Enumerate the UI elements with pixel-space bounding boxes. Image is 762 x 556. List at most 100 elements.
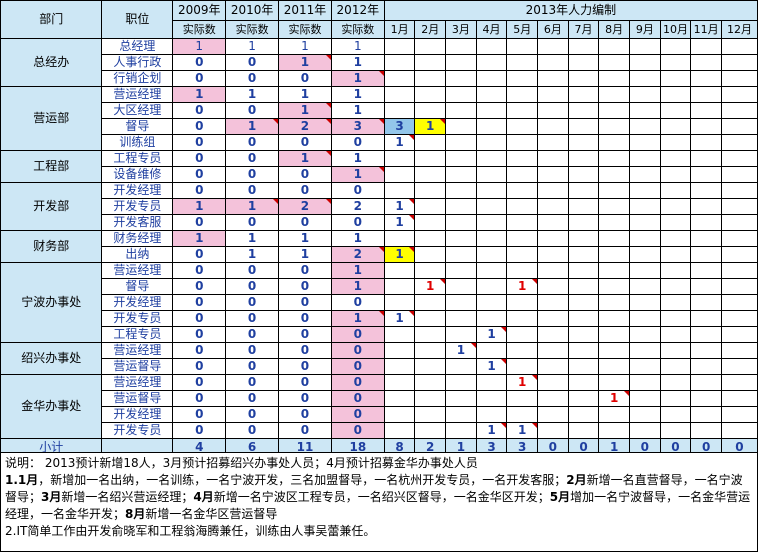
plan-month-9-cell bbox=[629, 294, 661, 311]
plan-month-8-cell bbox=[598, 134, 630, 151]
actual-2011-cell: 1 bbox=[278, 230, 332, 247]
actual-2010-cell: 0 bbox=[225, 182, 280, 199]
actual-2010-cell: 1 bbox=[225, 230, 280, 247]
plan-month-12-cell bbox=[720, 390, 759, 407]
plan-month-2-cell bbox=[414, 38, 447, 55]
plan-month-8-cell bbox=[598, 150, 630, 167]
plan-month-6-cell bbox=[537, 278, 569, 295]
plan-month-9-cell bbox=[629, 118, 661, 135]
year-2012-header: 2012年 bbox=[330, 0, 385, 21]
actual-2009-cell: 0 bbox=[172, 374, 227, 391]
plan-month-1-cell bbox=[383, 166, 416, 183]
plan-month-6-cell bbox=[537, 134, 569, 151]
plan-month-11-cell bbox=[690, 294, 722, 311]
actual-2012-cell: 0 bbox=[330, 294, 385, 311]
plan-month-7-cell bbox=[567, 38, 600, 55]
actual-2009-cell: 0 bbox=[172, 102, 227, 119]
actual-2012-cell: 0 bbox=[330, 134, 385, 151]
plan-month-4-cell bbox=[475, 294, 508, 311]
plan-month-7-cell bbox=[567, 294, 600, 311]
actual-2011-cell: 0 bbox=[278, 406, 332, 423]
plan-month-10-cell bbox=[659, 390, 692, 407]
plan-month-1-cell: 1 bbox=[383, 246, 416, 263]
plan-month-7-cell bbox=[567, 374, 600, 391]
plan-month-1-cell bbox=[383, 374, 416, 391]
plan-month-2-cell bbox=[414, 86, 447, 103]
plan-month-8-cell bbox=[598, 278, 630, 295]
department-cell: 营运部 bbox=[0, 86, 103, 151]
actual-2010-cell: 1 bbox=[225, 198, 280, 215]
plan-month-4-cell bbox=[475, 118, 508, 135]
plan-month-2-cell bbox=[414, 374, 447, 391]
actual-2009-header: 实际数 bbox=[172, 20, 227, 39]
position-cell: 工程专员 bbox=[101, 150, 174, 167]
plan-month-6-cell bbox=[537, 246, 569, 263]
plan-month-5-cell: 1 bbox=[506, 374, 539, 391]
plan-month-4-cell: 1 bbox=[475, 422, 508, 439]
actual-2009-cell: 1 bbox=[172, 38, 227, 55]
plan-month-5-cell bbox=[506, 182, 539, 199]
plan-month-6-cell bbox=[537, 214, 569, 231]
plan-month-3-cell bbox=[445, 358, 477, 375]
plan-month-5-cell bbox=[506, 342, 539, 359]
plan-month-3-cell bbox=[445, 278, 477, 295]
plan-month-6-cell bbox=[537, 150, 569, 167]
month-header-4: 4月 bbox=[475, 20, 508, 39]
year-2010-header: 2010年 bbox=[225, 0, 280, 21]
plan-month-7-cell bbox=[567, 54, 600, 71]
position-cell: 营运经理 bbox=[101, 262, 174, 279]
plan-month-2-cell bbox=[414, 214, 447, 231]
plan-month-3-cell bbox=[445, 166, 477, 183]
plan-month-1-cell: 1 bbox=[383, 214, 416, 231]
plan-month-3-cell bbox=[445, 214, 477, 231]
plan-month-6-cell bbox=[537, 118, 569, 135]
plan-month-12-cell bbox=[720, 358, 759, 375]
plan-month-1-cell bbox=[383, 326, 416, 343]
plan-month-11-cell bbox=[690, 278, 722, 295]
plan-month-7-cell bbox=[567, 246, 600, 263]
plan-month-7-cell bbox=[567, 102, 600, 119]
actual-2009-cell: 0 bbox=[172, 262, 227, 279]
plan-month-7-cell bbox=[567, 310, 600, 327]
plan-month-6-cell bbox=[537, 182, 569, 199]
plan-month-2-cell: 1 bbox=[414, 118, 447, 135]
actual-2011-cell: 1 bbox=[278, 150, 332, 167]
plan-month-10-cell bbox=[659, 214, 692, 231]
plan-month-4-cell bbox=[475, 246, 508, 263]
position-cell: 出纳 bbox=[101, 246, 174, 263]
plan-month-8-cell bbox=[598, 214, 630, 231]
plan-month-5-cell bbox=[506, 406, 539, 423]
headcount-table: 部门 职位 2009年 2010年 2011年 2012年 2013年人力编制 … bbox=[0, 0, 759, 457]
plan-month-3-cell bbox=[445, 374, 477, 391]
plan-month-4-cell bbox=[475, 278, 508, 295]
actual-2011-cell: 0 bbox=[278, 70, 332, 87]
plan-month-8-cell bbox=[598, 326, 630, 343]
position-cell: 督导 bbox=[101, 278, 174, 295]
plan-month-10-cell bbox=[659, 86, 692, 103]
plan-month-8-cell bbox=[598, 294, 630, 311]
actual-2011-cell: 1 bbox=[278, 54, 332, 71]
plan-month-3-cell bbox=[445, 230, 477, 247]
department-cell: 绍兴办事处 bbox=[0, 342, 103, 375]
actual-2012-cell: 1 bbox=[330, 38, 385, 55]
notes-segment: 新增一名绍兴营运经理； bbox=[61, 490, 194, 504]
plan-month-11-cell bbox=[690, 166, 722, 183]
actual-2012-cell: 2 bbox=[330, 198, 385, 215]
actual-2010-cell: 1 bbox=[225, 246, 280, 263]
plan-month-10-cell bbox=[659, 166, 692, 183]
table-row: 工程部 工程专员 0 0 1 1 bbox=[0, 150, 759, 183]
actual-2012-cell: 2 bbox=[330, 246, 385, 263]
plan-month-11-cell bbox=[690, 342, 722, 359]
plan-month-9-cell bbox=[629, 374, 661, 391]
plan-month-2-cell bbox=[414, 310, 447, 327]
plan-month-10-cell bbox=[659, 230, 692, 247]
actual-2011-cell: 0 bbox=[278, 182, 332, 199]
notes-month-marker: 2月 bbox=[566, 473, 587, 487]
plan-month-1-cell bbox=[383, 358, 416, 375]
table-row: 开发专员 0 0 0 0 1 1 bbox=[1, 422, 759, 439]
plan-month-3-cell bbox=[445, 70, 477, 87]
position-cell: 开发客服 bbox=[101, 214, 174, 231]
plan-month-4-cell: 1 bbox=[475, 326, 508, 343]
actual-2012-cell: 0 bbox=[330, 342, 385, 359]
